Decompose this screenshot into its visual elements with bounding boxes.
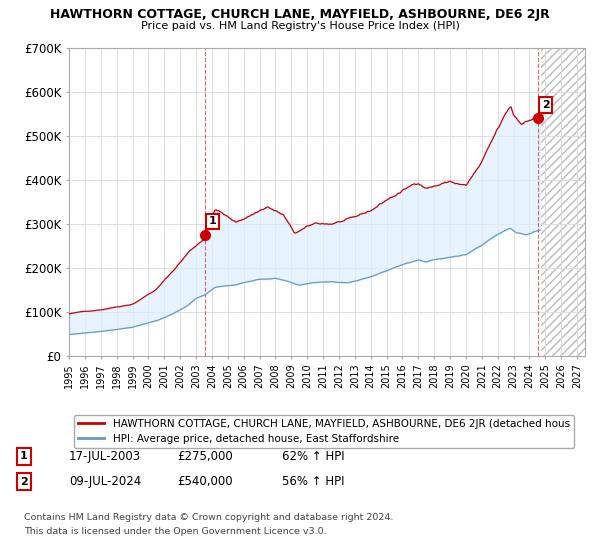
Bar: [541, 48, 585, 356]
Text: Price paid vs. HM Land Registry's House Price Index (HPI): Price paid vs. HM Land Registry's House …: [140, 21, 460, 31]
Text: 62% ↑ HPI: 62% ↑ HPI: [282, 450, 344, 463]
Text: HAWTHORN COTTAGE, CHURCH LANE, MAYFIELD, ASHBOURNE, DE6 2JR: HAWTHORN COTTAGE, CHURCH LANE, MAYFIELD,…: [50, 8, 550, 21]
Text: 56% ↑ HPI: 56% ↑ HPI: [282, 475, 344, 488]
Text: £540,000: £540,000: [177, 475, 233, 488]
Text: 1: 1: [20, 451, 28, 461]
Text: 1: 1: [209, 216, 217, 226]
Text: £275,000: £275,000: [177, 450, 233, 463]
Text: This data is licensed under the Open Government Licence v3.0.: This data is licensed under the Open Gov…: [24, 528, 326, 536]
Text: 2: 2: [20, 477, 28, 487]
Text: 2: 2: [542, 100, 550, 110]
Text: 09-JUL-2024: 09-JUL-2024: [69, 475, 141, 488]
Legend: HAWTHORN COTTAGE, CHURCH LANE, MAYFIELD, ASHBOURNE, DE6 2JR (detached hous, HPI:: HAWTHORN COTTAGE, CHURCH LANE, MAYFIELD,…: [74, 415, 574, 448]
Text: 17-JUL-2003: 17-JUL-2003: [69, 450, 141, 463]
Text: Contains HM Land Registry data © Crown copyright and database right 2024.: Contains HM Land Registry data © Crown c…: [24, 514, 394, 522]
